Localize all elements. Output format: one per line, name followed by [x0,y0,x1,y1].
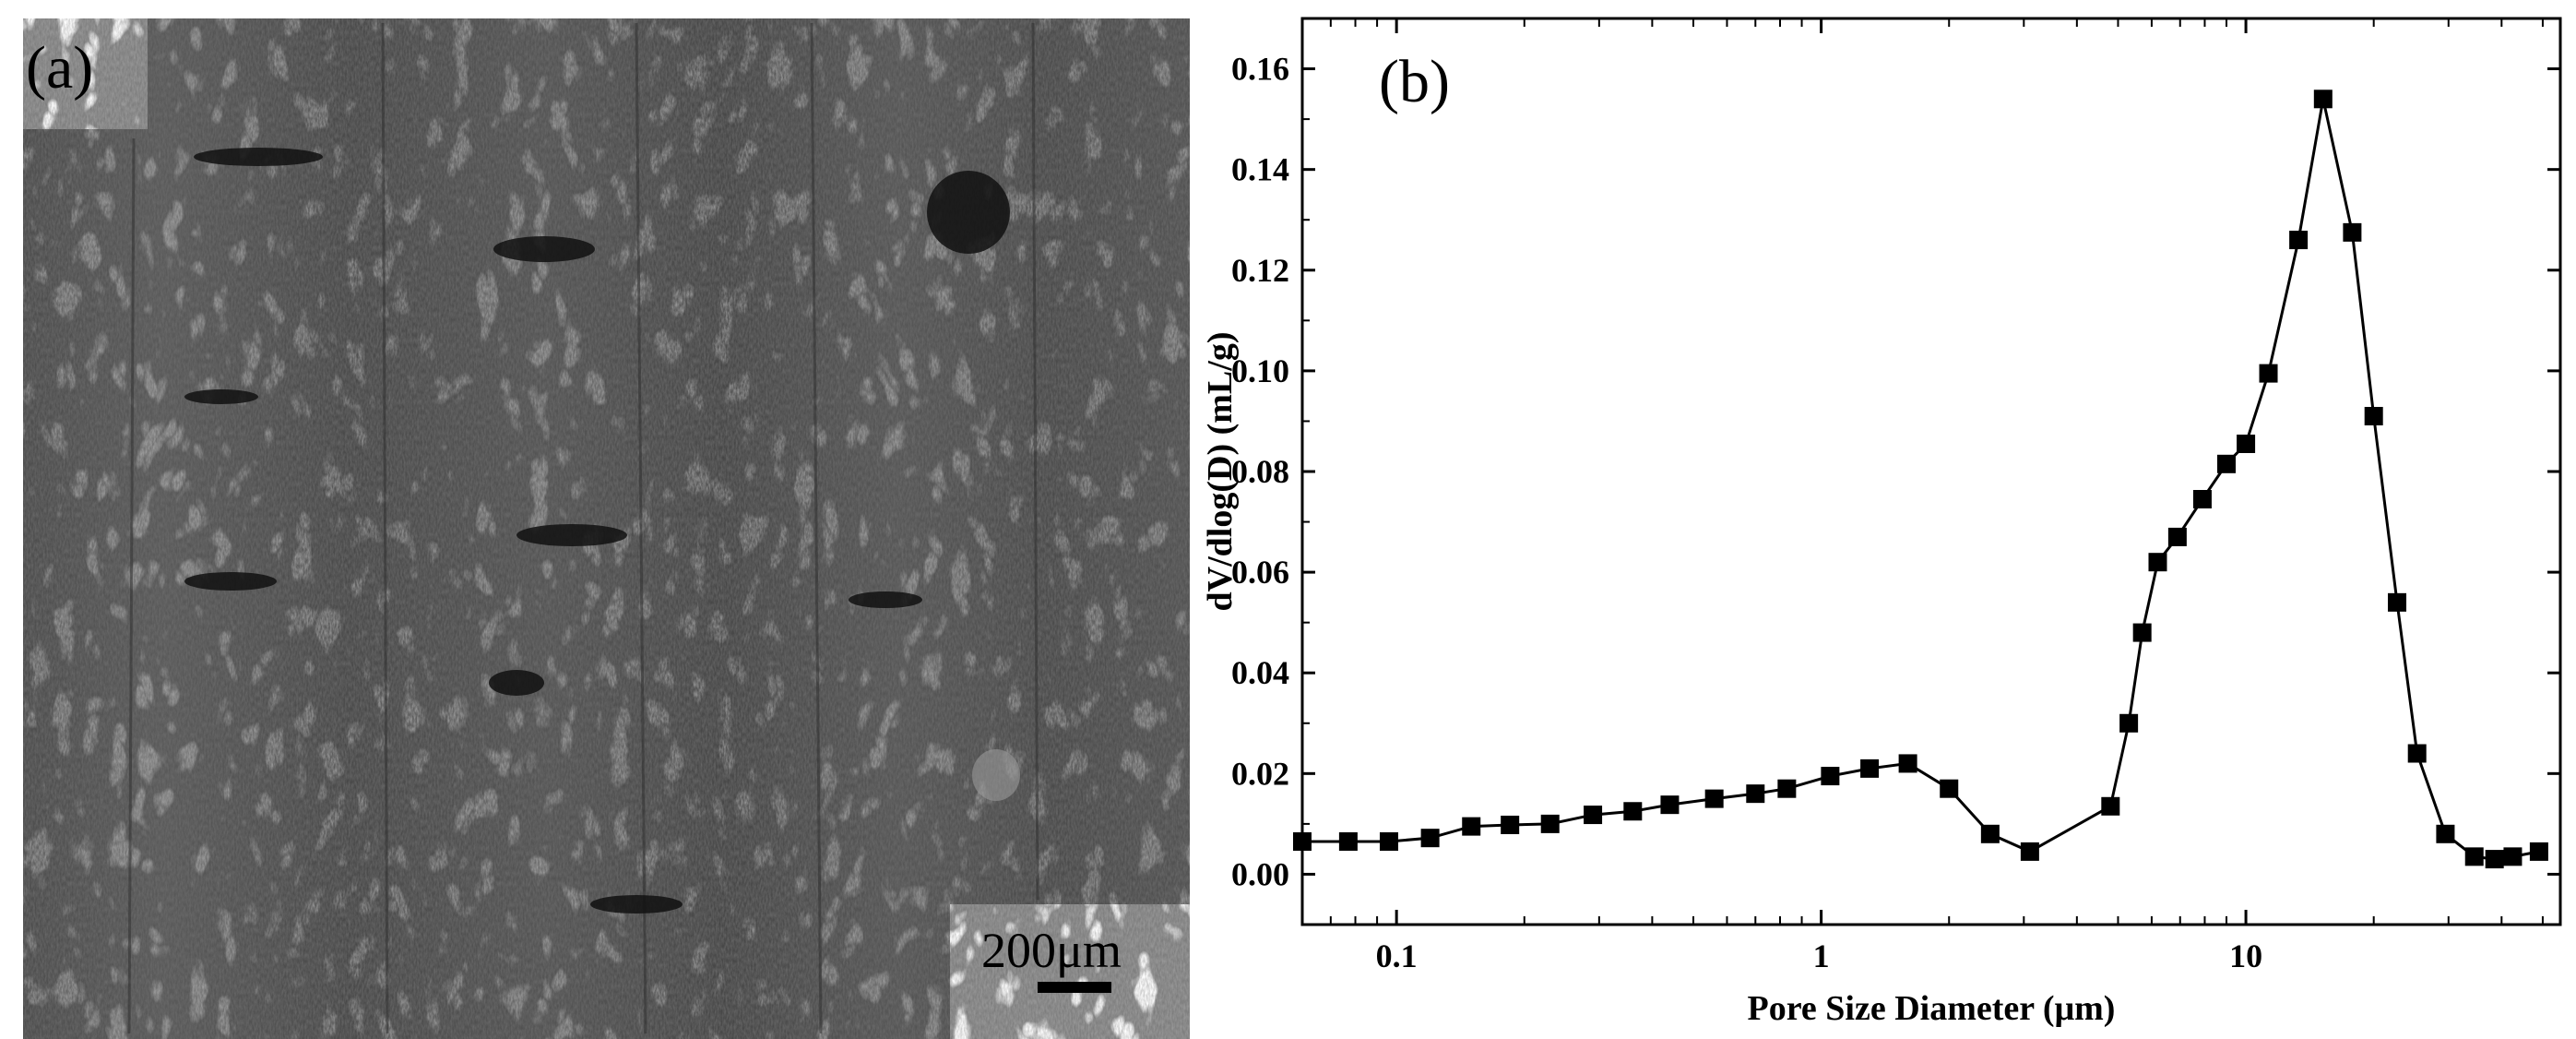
data-point-marker [2192,490,2212,509]
data-point-marker [2237,434,2256,453]
data-point-marker [1540,814,1560,833]
data-point-marker [2119,713,2139,733]
data-point-marker [2101,796,2120,816]
data-point-marker [1746,784,1765,804]
data-point-marker [1898,754,1917,773]
data-point-marker [2132,623,2152,642]
pore-size-chart: 0.00 0.02 0.04 0.06 0.08 0.10 0.12 0.14 0.16 0.1 1… [1201,17,2562,1028]
data-point-marker [1501,815,1520,834]
x-axis-label: Pore Size Diameter (μm) [1748,989,2116,1028]
tick-labels: 0.00 0.02 0.04 0.06 0.08 0.10 0.12 0.14 0.16 0.1 1… [1231,51,2262,974]
data-point-marker [2148,553,2167,572]
axis-ticks [1301,18,2560,925]
data-point-marker [2503,847,2523,866]
data-point-marker [1584,806,1603,825]
series-markers [1293,90,2548,869]
data-point-marker [2407,744,2427,763]
data-point-marker [2167,527,2187,546]
data-point-marker [2364,406,2383,425]
data-point-marker [2485,850,2504,869]
panel-b-label: (b) [1379,48,1450,115]
data-point-marker [2436,824,2455,843]
series-line [1302,98,2540,861]
y-tick-label: 0.02 [1231,755,1289,792]
scale-bar [1038,982,1111,993]
data-point-marker [1623,802,1643,821]
data-point-marker [1940,779,1959,798]
data-point-marker [1379,831,1398,851]
data-point-marker [1338,831,1358,851]
y-tick-label: 0.04 [1231,654,1289,691]
data-point-marker [2343,222,2362,242]
y-tick-label: 0.00 [1231,855,1289,892]
data-point-marker [2259,364,2278,383]
scale-bar-label: 200μm [981,923,1122,978]
panel-a-label: (a) [26,34,93,102]
sem-micrograph-panel: (a) 200μm [23,18,1190,1039]
data-point-marker [1462,817,1481,836]
data-point-marker [2464,847,2484,866]
data-point-marker [1821,767,1840,786]
data-point-marker [1293,831,1312,851]
data-point-marker [2020,842,2039,861]
data-point-marker [1860,758,1880,778]
data-point-marker [1420,829,1440,848]
data-point-marker [1704,789,1724,808]
y-tick-label: 0.16 [1231,51,1289,88]
data-point-marker [1980,824,2000,843]
x-tick-label: 1 [1813,937,1830,974]
data-point-marker [2217,454,2237,473]
data-point-marker [2388,592,2407,612]
data-point-marker [1777,779,1797,798]
y-tick-label: 0.14 [1231,151,1289,188]
x-tick-label: 0.1 [1376,937,1418,974]
y-tick-label: 0.06 [1231,554,1289,591]
x-tick-label: 10 [2229,937,2262,974]
data-point-marker [2529,842,2548,861]
data-point-marker [1660,795,1680,815]
data-point-marker [2289,231,2309,250]
plot-frame [1300,17,2562,926]
y-tick-label: 0.10 [1231,352,1289,389]
y-tick-label: 0.08 [1231,453,1289,490]
y-axis-label: dV/dlog(D) (mL/g) [1201,332,1240,612]
y-tick-label: 0.12 [1231,252,1289,289]
data-point-marker [2313,90,2333,109]
